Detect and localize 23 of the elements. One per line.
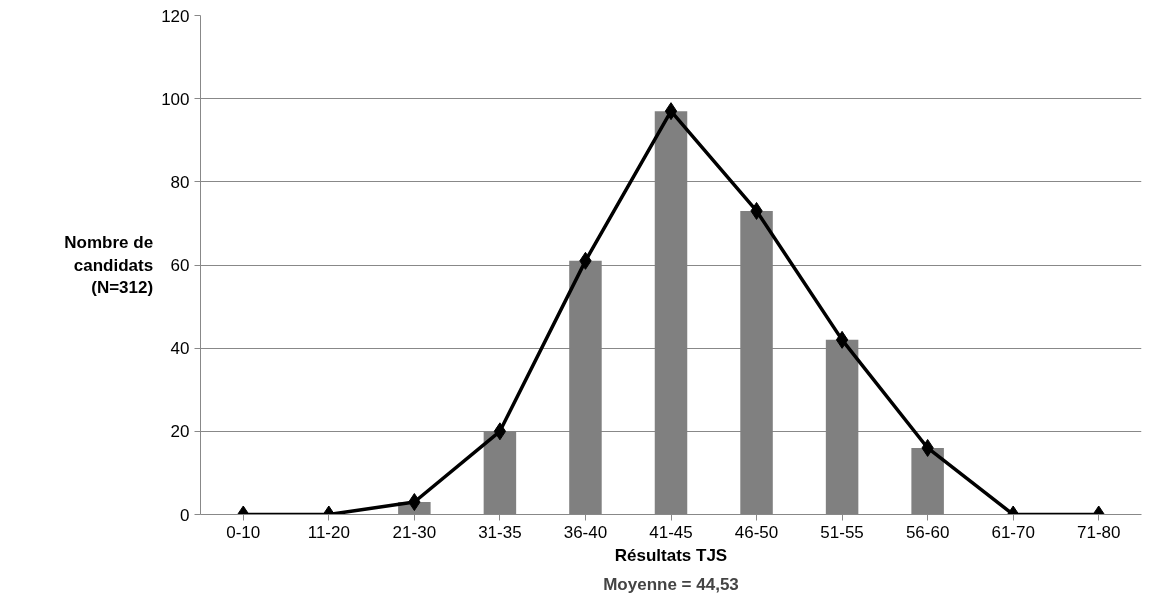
x-tick-label: 0-10: [226, 522, 261, 542]
y-tick-label: 40: [170, 339, 190, 359]
y-tick-label: 20: [170, 422, 190, 442]
point: [835, 330, 849, 349]
y-tick-label: 100: [161, 89, 190, 109]
y-tick-label: 80: [170, 172, 190, 192]
x-tick-label: 41-45: [649, 522, 693, 542]
x-tick-label: 21-30: [392, 522, 437, 542]
y-tick-label: 60: [170, 256, 190, 275]
x-tick-label: 56-60: [905, 522, 950, 542]
x-tick-label: 31-35: [478, 522, 522, 542]
x-tick-label: 71-80: [1076, 522, 1121, 542]
y-axis-title: Nombre de candidats (N=312): [64, 232, 154, 298]
x-tick-label: 61-70: [991, 522, 1035, 542]
x-tick-label: 11-20: [307, 522, 350, 542]
y-tick-label: 120: [161, 6, 190, 26]
x-tick-label: 36-40: [563, 522, 608, 542]
y-tick-label: 0: [180, 505, 190, 525]
x-tick-label: 46-50: [734, 522, 779, 542]
text: Moyenne = 44,53: [603, 574, 739, 594]
point: [664, 102, 678, 121]
x-tick-label: 51-55: [820, 522, 864, 542]
x-axis-title: Résultats TJS: [614, 545, 728, 565]
